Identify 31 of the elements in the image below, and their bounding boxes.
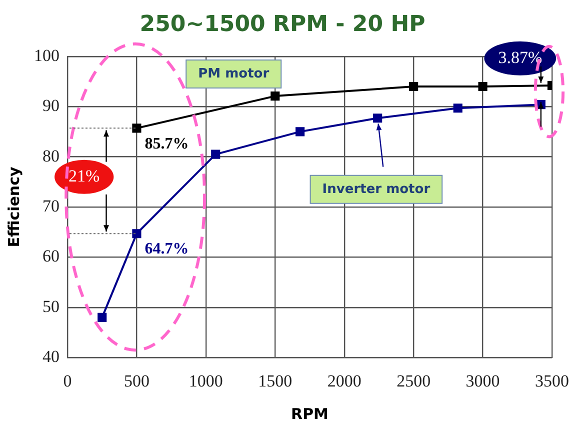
point bbox=[453, 104, 462, 113]
x-tick-label: 1500 bbox=[258, 371, 292, 390]
point bbox=[211, 150, 220, 159]
y-tick-label: 40 bbox=[42, 347, 60, 366]
point bbox=[409, 82, 418, 92]
y-tick-label: 60 bbox=[42, 246, 60, 266]
y-tick-label: 80 bbox=[42, 146, 60, 166]
point bbox=[296, 127, 305, 136]
x-tick-label: 3000 bbox=[466, 371, 500, 390]
y-tick-label: 100 bbox=[34, 46, 60, 65]
x-tick-label: 500 bbox=[124, 371, 150, 390]
x-tick-label: 3500 bbox=[535, 371, 569, 390]
text: Inverter motor bbox=[322, 182, 431, 197]
x-axis-title: RPM bbox=[291, 404, 328, 423]
annotation: 3.87% bbox=[498, 48, 542, 67]
x-tick-label: 0 bbox=[63, 371, 72, 390]
point bbox=[270, 92, 280, 101]
x-tick-label: 1000 bbox=[188, 371, 223, 390]
annotation: 64.7% bbox=[144, 240, 189, 258]
y-tick-label: 90 bbox=[42, 96, 60, 116]
y-tick-label: 70 bbox=[42, 196, 60, 216]
chart-title: 250~1500 RPM - 20 HP bbox=[140, 12, 426, 37]
annotation: 85.7% bbox=[144, 135, 189, 152]
point bbox=[98, 312, 107, 322]
y-axis-title: Efficiency bbox=[4, 166, 23, 248]
x-tick-label: 2500 bbox=[396, 371, 431, 390]
series-label: PM motor bbox=[198, 66, 270, 82]
point bbox=[478, 82, 488, 92]
x-tick-label: 2000 bbox=[327, 371, 362, 390]
point bbox=[373, 114, 382, 123]
y-tick-label: 50 bbox=[42, 296, 60, 316]
